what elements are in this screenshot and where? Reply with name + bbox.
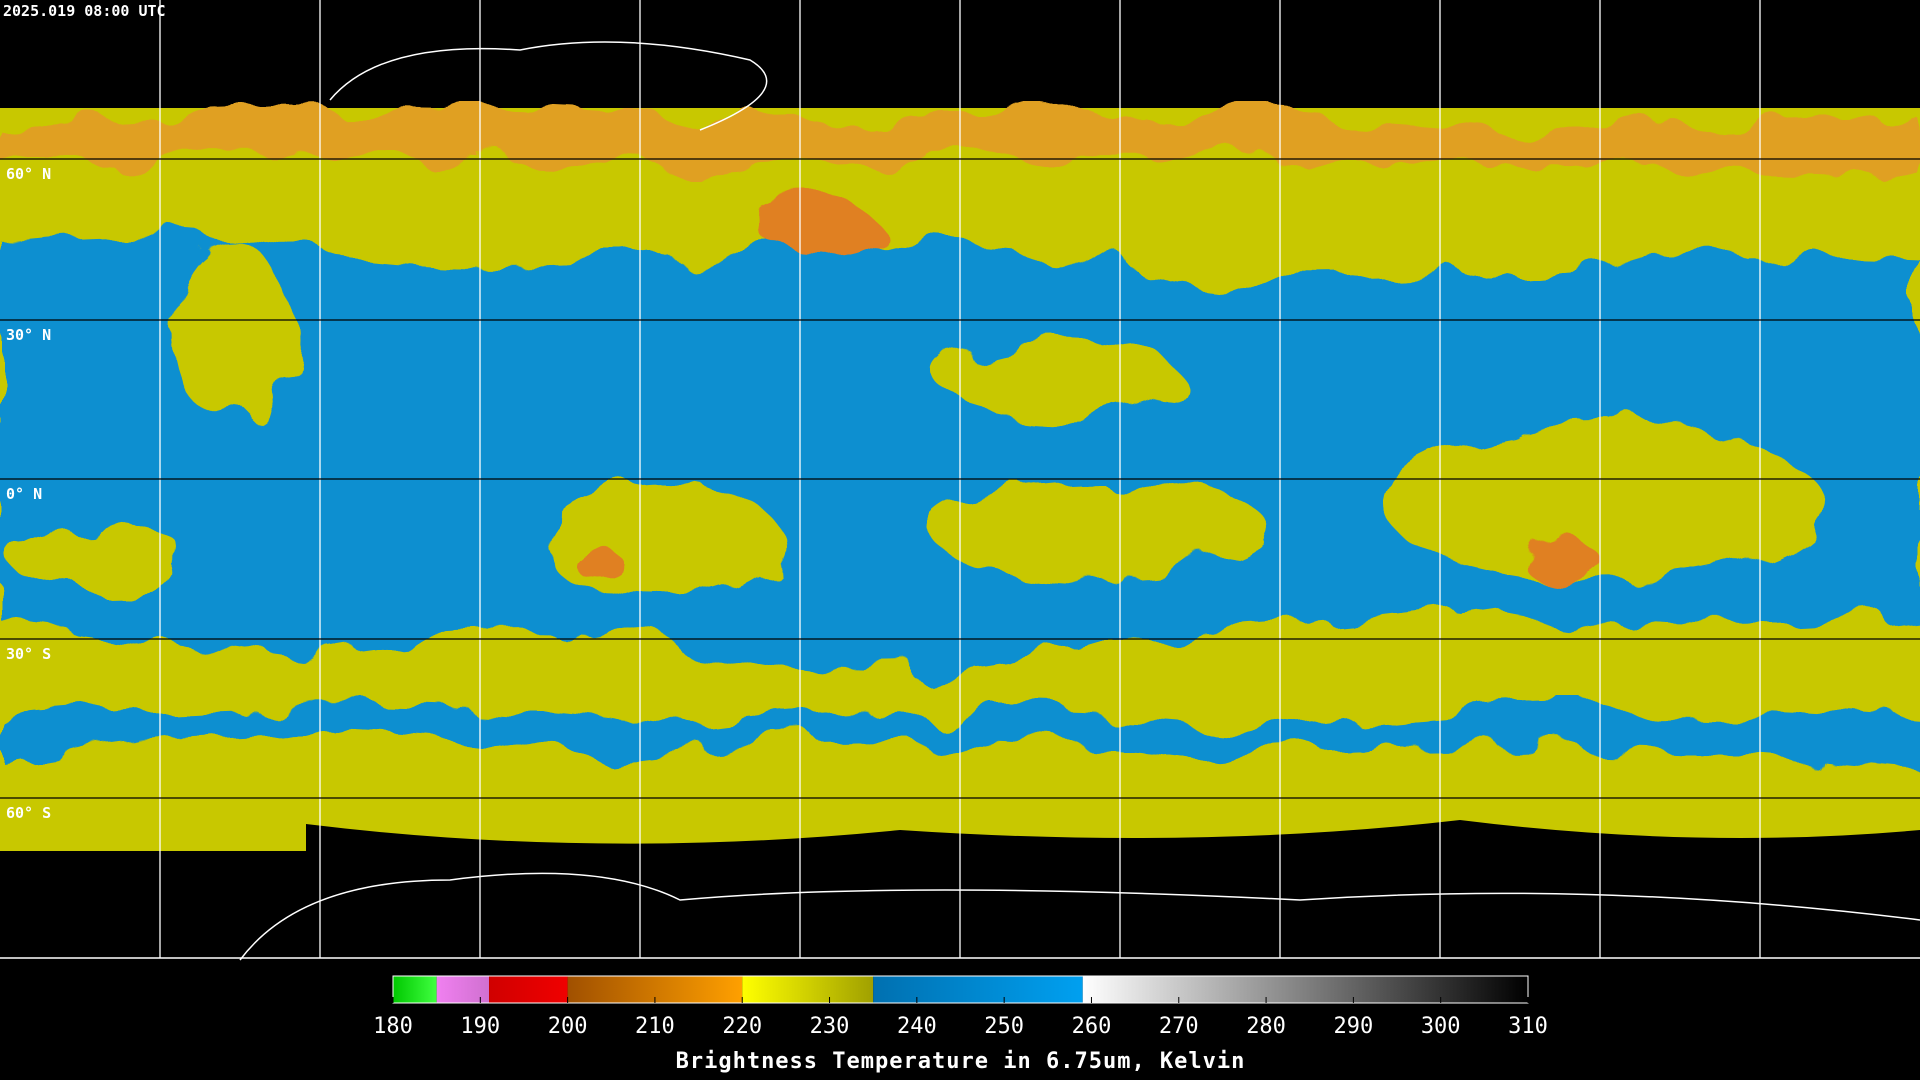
- colorbar: 180 190 200 210 220 230 240 250 260 270 280 290 300 3…: [373, 975, 1548, 1074]
- latitude-label: 30° N: [6, 326, 51, 344]
- latitude-label: 60° S: [6, 804, 51, 822]
- colorbar-tick-label: 240: [897, 1014, 937, 1039]
- colorbar-tick-label: 190: [460, 1014, 500, 1039]
- colorbar-tick-label: 280: [1246, 1014, 1286, 1039]
- colorbar-segment: [436, 976, 490, 1003]
- colorbar-tick-label: 230: [810, 1014, 850, 1039]
- colorbar-tick-label: 200: [548, 1014, 588, 1039]
- latitude-label: 60° N: [6, 165, 51, 183]
- colorbar-tick-label: 300: [1421, 1014, 1461, 1039]
- colorbar-tick-label: 270: [1159, 1014, 1199, 1039]
- colorbar-segment: [489, 976, 568, 1003]
- colorbar-tick-label: 180: [373, 1014, 413, 1039]
- graticule: [0, 0, 1920, 959]
- colorbar-tick-label: 250: [984, 1014, 1024, 1039]
- colorbar-tick-label: 210: [635, 1014, 675, 1039]
- colorbar-tick-label: 220: [722, 1014, 762, 1039]
- colorbar-title: Brightness Temperature in 6.75um, Kelvin: [676, 1049, 1246, 1074]
- colorbar-tick-label: 290: [1334, 1014, 1374, 1039]
- colorbar-frame: [392, 975, 1529, 1004]
- colorbar-segment: [873, 976, 1083, 1003]
- colorbar-tick-label: 260: [1072, 1014, 1112, 1039]
- colorbar-segment: [1082, 976, 1528, 1003]
- latitude-label: 30° S: [6, 645, 51, 663]
- timestamp: 2025.019 08:00 UTC: [3, 2, 166, 20]
- latitude-label: 0° N: [6, 485, 42, 503]
- colorbar-tick-label: 310: [1508, 1014, 1548, 1039]
- colorbar-segment: [742, 976, 874, 1003]
- colorbar-segment: [393, 976, 437, 1003]
